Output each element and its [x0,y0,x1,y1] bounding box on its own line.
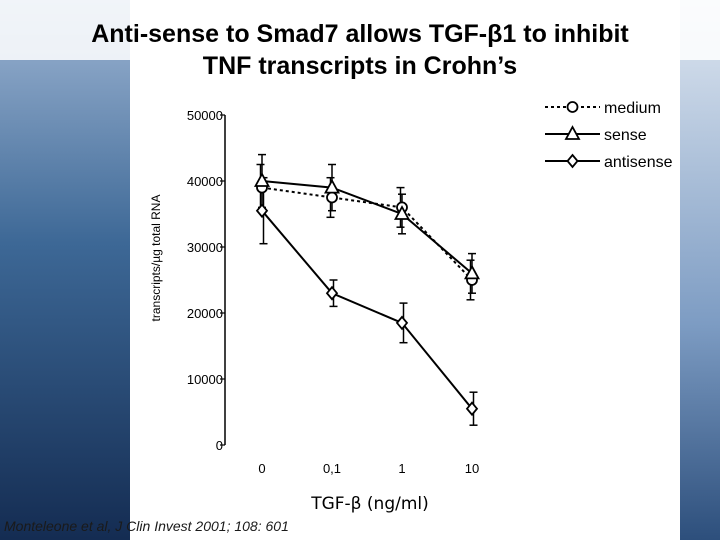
y-tick-label: 0 [216,438,223,453]
legend-label-sense: sense [604,127,647,144]
x-axis-label: TGF-β (ng/ml) [311,494,429,514]
slide-title-line-2: TNF transcripts in Crohn’s [202,52,518,80]
legend-label-medium: medium [604,100,661,117]
y-tick-label: 10000 [187,372,223,387]
point-antisense [325,285,339,301]
x-tick-label: 1 [398,461,405,476]
slide-title: Anti-sense to Smad7 allows TGF-β1 to inh… [0,18,720,82]
right-gradient-panel [680,0,720,540]
legend-marker-antisense [566,153,579,169]
series-line-sense [261,180,473,275]
point-medium [326,191,338,204]
x-tick-label: 0 [258,461,265,476]
point-sense [323,178,341,194]
y-tick-label: 20000 [187,306,223,321]
point-antisense [395,315,409,331]
legend-marker-medium [566,101,579,113]
point-antisense [255,203,269,219]
legend-label-antisense: antisense [604,154,673,171]
y-tick-label: 50000 [187,108,223,123]
y-axis-label: transcripts/µg total RNA [149,195,163,322]
legend-marker-sense [564,125,581,140]
left-gradient-panel [0,0,130,540]
citation: Monteleone et al, J Clin Invest 2001; 10… [4,518,289,534]
series-line-antisense [261,210,473,410]
point-antisense [465,401,479,417]
x-tick-label: 0,1 [323,461,341,476]
point-sense [463,264,481,280]
point-sense [393,205,411,220]
point-sense [253,172,271,187]
x-tick-label: 10 [465,461,479,476]
slide-title-line-1: Anti-sense to Smad7 allows TGF-β1 to inh… [91,20,629,48]
y-tick-label: 30000 [187,240,223,255]
plot-panel [130,95,680,540]
y-tick-label: 40000 [187,174,223,189]
